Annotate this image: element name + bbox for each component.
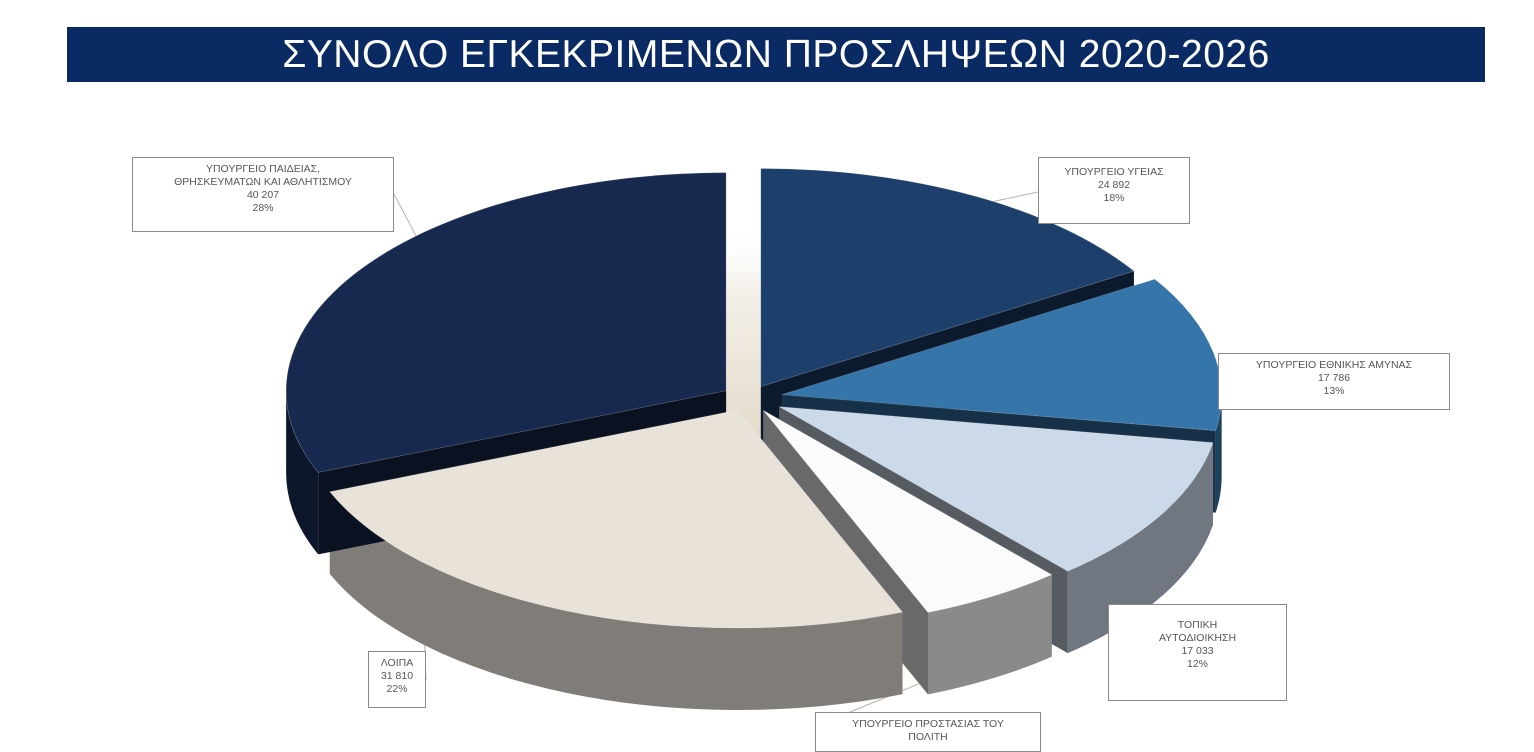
label-value: 31 810	[380, 670, 414, 682]
data-label-paideias: ΥΠΟΥΡΓΕΙΟ ΠΑΙΔΕΙΑΣ, ΘΡΗΣΚΕΥΜΑΤΩΝ ΚΑΙ ΑΘΛ…	[132, 157, 394, 232]
label-name-line-2: ΘΡΗΣΚΕΥΜΑΤΩΝ ΚΑΙ ΑΘΛΗΤΙΣΜΟΥ	[174, 176, 352, 188]
label-name-line-1: ΥΠΟΥΡΓΕΙΟ ΠΑΙΔΕΙΑΣ,	[205, 163, 321, 175]
label-percent: 12%	[1186, 658, 1208, 670]
slice-wall-loipa	[329, 491, 903, 711]
data-label-amynas: ΥΠΟΥΡΓΕΙΟ ΕΘΝΙΚΗΣ ΑΜΥΝΑΣ 17 786 13%	[1218, 353, 1450, 410]
chart-title-bar: ΣΥΝΟΛΟ ΕΓΚΕΚΡΙΜΕΝΩΝ ΠΡΟΣΛΗΨΕΩΝ 2020-2026	[67, 27, 1485, 82]
slice-topiki	[778, 406, 1214, 572]
label-percent: 18%	[1103, 192, 1125, 204]
slice-wall-paideias	[286, 390, 319, 555]
pie-top-faces	[285, 168, 1223, 629]
label-percent: 28%	[252, 202, 274, 214]
label-name-line-1: ΛΟΙΠΑ	[380, 657, 414, 669]
label-value: 40 207	[246, 189, 280, 201]
data-label-ygeias: ΥΠΟΥΡΓΕΙΟ ΥΓΕΙΑΣ 24 892 18%	[1038, 157, 1190, 224]
label-name-line-1: ΥΠΟΥΡΓΕΙΟ ΠΡΟΣΤΑΣΙΑΣ ΤΟΥ	[852, 718, 1004, 730]
slice-prostasias	[762, 409, 1053, 613]
data-label-prostasias: ΥΠΟΥΡΓΕΙΟ ΠΡΟΣΤΑΣΙΑΣ ΤΟΥ ΠΟΛΙΤΗ	[815, 712, 1041, 752]
slice-paideias	[285, 172, 727, 473]
slice-wall-topiki	[1067, 442, 1214, 654]
label-name-line-1: ΤΟΠΙΚΗ	[1177, 619, 1218, 631]
slice-wall-amynas	[1215, 394, 1222, 513]
leader-line-ygeias	[993, 191, 1039, 202]
label-value: 24 892	[1097, 179, 1131, 191]
label-value: 17 033	[1181, 645, 1214, 657]
label-name-line-2: ΑΥΤΟΔΙΟΙΚΗΣΗ	[1158, 632, 1237, 644]
slice-amynas	[781, 278, 1223, 432]
label-percent: 13%	[1323, 385, 1345, 397]
leader-line-paideias	[393, 193, 417, 237]
slice-loipa	[328, 409, 904, 629]
label-name-line-1: ΥΠΟΥΡΓΕΙΟ ΥΓΕΙΑΣ	[1064, 166, 1164, 178]
label-name-line-2: ΠΟΛΙΤΗ	[908, 731, 948, 743]
label-value: 17 786	[1317, 372, 1351, 384]
data-label-loipa: ΛΟΙΠΑ 31 810 22%	[368, 651, 426, 708]
label-percent: 22%	[386, 683, 408, 695]
slice-wall-prostasias	[928, 574, 1052, 695]
label-name-line-1: ΥΠΟΥΡΓΕΙΟ ΕΘΝΙΚΗΣ ΑΜΥΝΑΣ	[1255, 359, 1413, 371]
chart-title: ΣΥΝΟΛΟ ΕΓΚΕΚΡΙΜΕΝΩΝ ΠΡΟΣΛΗΨΕΩΝ 2020-2026	[282, 32, 1270, 76]
data-label-topiki: ΤΟΠΙΚΗ ΑΥΤΟΔΙΟΙΚΗΣΗ 17 033 12%	[1108, 604, 1287, 701]
